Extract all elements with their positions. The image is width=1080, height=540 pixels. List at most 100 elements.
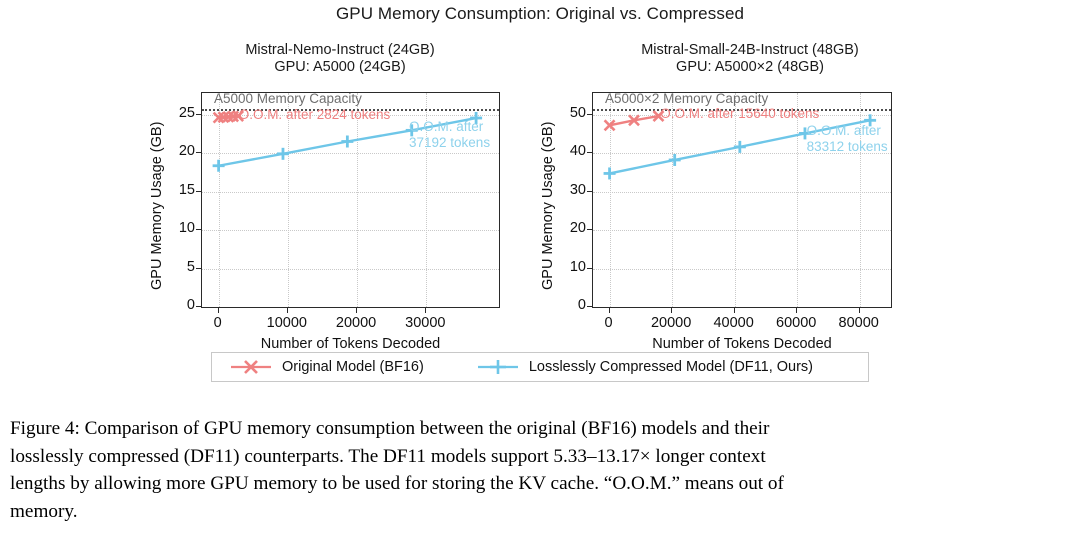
series-compressed-df11 (212, 112, 483, 172)
x-axis-ticklabels-right: 0 20000 40000 60000 80000 (592, 315, 892, 335)
memory-capacity-line (202, 108, 499, 111)
memory-capacity-label: A5000×2 Memory Capacity (605, 92, 769, 106)
gridline-horizontal (593, 191, 891, 194)
y-axis-tick-mark (196, 306, 201, 307)
gridline-vertical (218, 93, 221, 307)
gridline-horizontal (593, 114, 891, 117)
y-axis-tick-label: 0 (577, 297, 586, 313)
y-axis-tick-mark (587, 152, 592, 154)
legend-entry-compressed-model: Losslessly Compressed Model (DF11, Ours) (476, 353, 813, 381)
plot-area-right: A5000×2 Memory Capacity O.O.M. after 1564… (592, 92, 892, 308)
y-axis-tick-mark (587, 190, 592, 192)
y-axis-tick-label: 10 (178, 220, 195, 237)
y-axis-label-right: GPU Memory Usage (GB) (540, 121, 556, 290)
series-layer (212, 110, 483, 172)
legend-marker-x-icon (229, 358, 273, 376)
gridline-horizontal (202, 191, 499, 194)
gridline-vertical (797, 93, 799, 307)
gridline-vertical (287, 93, 290, 307)
oom-annotation: O.O.M. after 2824 tokens (239, 107, 391, 123)
data-point-marker (798, 127, 811, 140)
subplot-title-left: Mistral-Nemo-Instruct (24GB) GPU: A5000 … (160, 42, 520, 76)
x-axis-tick-mark (608, 308, 610, 313)
x-axis-tick-mark (733, 308, 735, 313)
memory-capacity-label: A5000 Memory Capacity (214, 92, 362, 106)
oom-annotation-line: O.O.M. after 15640 tokens (660, 106, 820, 122)
x-axis-tick-label: 20000 (650, 315, 692, 331)
y-axis-tick-label: 0 (186, 297, 195, 313)
data-point-marker (603, 167, 616, 180)
x-axis-tick-mark (671, 308, 673, 313)
gridline-vertical (357, 93, 359, 307)
x-axis-tick-mark (858, 308, 860, 313)
subplot-right-model-name: Mistral-Small-24B-Instruct (48GB) (641, 42, 859, 58)
caption-line-2: losslessly compressed (DF11) counterpart… (10, 445, 766, 467)
gridline-vertical (672, 93, 674, 307)
series-layer (603, 110, 877, 180)
caption-line-4: memory. (10, 500, 78, 522)
y-axis-tick-label: 30 (569, 181, 586, 198)
y-axis-ticklabels-left: 0 5 10 15 20 25 (161, 92, 195, 313)
oom-annotation: O.O.M. after 15640 tokens (660, 106, 819, 122)
gridline-horizontal (202, 268, 499, 271)
caption-line-3: lengths by allowing more GPU memory to b… (10, 473, 784, 494)
subplot-right-gpu-name: GPU: A5000×2 (48GB) (676, 59, 824, 75)
x-axis-tick-label: 0 (604, 315, 613, 331)
oom-annotation-line: O.O.M. after (409, 119, 484, 135)
x-axis-label-right: Number of Tokens Decoded (652, 336, 832, 352)
oom-annotation: O.O.M. after 83312 tokens (807, 123, 888, 155)
plot-area-left: A5000 Memory Capacity O.O.M. after 2824 t… (201, 92, 500, 308)
y-axis-tick-label: 20 (569, 220, 586, 237)
data-point-marker (628, 114, 640, 127)
y-axis-tick-label: 10 (569, 258, 586, 275)
memory-capacity-line (593, 108, 891, 111)
data-point-marker (733, 140, 746, 153)
y-axis-tick-label: 40 (569, 143, 586, 160)
legend-label-original-model: Original Model (BF16) (282, 359, 424, 375)
figure-caption: Figure 4: Comparison of GPU memory consu… (10, 415, 1068, 525)
y-axis-tick-mark (587, 229, 592, 231)
gridline-horizontal (593, 153, 891, 155)
legend-marker-plus-icon (476, 358, 520, 376)
y-axis-tick-mark (196, 267, 201, 269)
x-axis-label-left: Number of Tokens Decoded (260, 336, 441, 352)
x-axis-tick-mark (217, 308, 219, 313)
y-axis-tick-mark (196, 229, 201, 231)
x-axis-tickmarks-right (592, 308, 892, 314)
data-point-marker (341, 135, 354, 148)
y-axis-tickmarks-left (196, 92, 202, 308)
data-point-marker (864, 114, 877, 127)
figure-gpu-memory-consumption: GPU Memory Consumption: Original vs. Com… (149, 4, 892, 382)
subplot-left-gpu-name: GPU: A5000 (24GB) (274, 59, 406, 75)
figure-title: GPU Memory Consumption: Original vs. Com… (335, 4, 745, 23)
y-axis-tick-mark (587, 306, 592, 307)
x-axis-tick-mark (356, 308, 358, 313)
y-axis-tick-mark (196, 190, 201, 192)
y-axis-tick-mark (196, 152, 201, 154)
x-axis-tick-mark (796, 308, 798, 313)
gridline-horizontal (202, 114, 499, 117)
data-point-marker (276, 147, 289, 160)
legend: Original Model (BF16) Losslessly Compres… (211, 352, 869, 382)
series-compressed-df11 (603, 114, 877, 180)
x-axis-tick-label: 20000 (335, 315, 377, 331)
gridline-vertical (859, 93, 862, 307)
oom-annotation-line: 37192 tokens (409, 135, 491, 151)
y-axis-label-left: GPU Memory Usage (GB) (149, 121, 165, 290)
gridline-horizontal (593, 230, 891, 232)
series-original-bf16 (603, 110, 665, 132)
data-point-marker (212, 159, 225, 172)
x-axis-tick-label: 60000 (776, 315, 817, 331)
y-axis-tick-mark (587, 267, 592, 269)
oom-annotation-line: O.O.M. after (806, 122, 881, 138)
y-axis-tick-label: 25 (178, 104, 195, 121)
data-point-marker (232, 110, 245, 123)
data-point-marker (405, 124, 418, 137)
y-axis-tick-label: 50 (569, 104, 586, 121)
y-axis-tick-label: 20 (178, 143, 195, 160)
gridline-vertical (734, 93, 737, 307)
gridline-vertical (609, 93, 612, 307)
data-point-marker (603, 119, 616, 132)
x-axis-tick-label: 10000 (266, 315, 308, 331)
legend-label-compressed-model: Losslessly Compressed Model (DF11, Ours) (528, 359, 814, 375)
